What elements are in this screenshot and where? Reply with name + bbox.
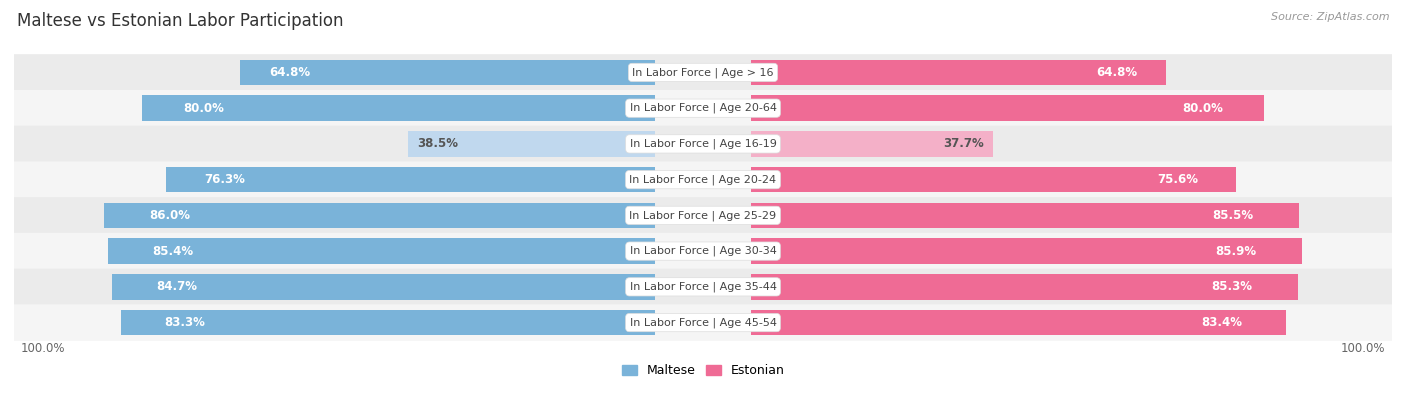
Bar [112,274,655,300]
Text: Maltese vs Estonian Labor Participation: Maltese vs Estonian Labor Participation [17,12,343,30]
Text: 84.7%: 84.7% [156,280,198,293]
Bar [751,238,1302,264]
Bar [751,274,1298,300]
Text: In Labor Force | Age 16-19: In Labor Force | Age 16-19 [630,139,776,149]
Text: In Labor Force | Age 35-44: In Labor Force | Age 35-44 [630,282,776,292]
Bar [142,95,655,121]
Bar [751,131,993,157]
FancyBboxPatch shape [14,197,1392,233]
Bar [751,310,1285,335]
Text: 80.0%: 80.0% [183,102,224,115]
Text: 37.7%: 37.7% [943,137,984,150]
FancyBboxPatch shape [14,54,1392,90]
Text: 83.3%: 83.3% [165,316,205,329]
Text: 75.6%: 75.6% [1157,173,1198,186]
Text: In Labor Force | Age 30-34: In Labor Force | Age 30-34 [630,246,776,256]
FancyBboxPatch shape [14,126,1392,162]
Bar [239,60,655,85]
Text: 64.8%: 64.8% [1097,66,1137,79]
Text: In Labor Force | Age 45-54: In Labor Force | Age 45-54 [630,317,776,328]
Text: 80.0%: 80.0% [1182,102,1223,115]
Bar [408,131,655,157]
FancyBboxPatch shape [14,90,1392,126]
Bar [751,203,1299,228]
Text: 64.8%: 64.8% [269,66,309,79]
Text: 85.3%: 85.3% [1212,280,1253,293]
Bar [166,167,655,192]
Text: In Labor Force | Age 20-64: In Labor Force | Age 20-64 [630,103,776,113]
Text: In Labor Force | Age > 16: In Labor Force | Age > 16 [633,67,773,78]
Legend: Maltese, Estonian: Maltese, Estonian [621,364,785,377]
Text: 100.0%: 100.0% [21,342,66,355]
FancyBboxPatch shape [14,269,1392,305]
Bar [104,203,655,228]
FancyBboxPatch shape [14,162,1392,198]
FancyBboxPatch shape [14,233,1392,269]
Text: 85.5%: 85.5% [1213,209,1254,222]
Text: In Labor Force | Age 25-29: In Labor Force | Age 25-29 [630,210,776,221]
Text: 38.5%: 38.5% [418,137,458,150]
Text: 85.9%: 85.9% [1215,245,1256,258]
Text: 76.3%: 76.3% [204,173,245,186]
Text: 100.0%: 100.0% [1340,342,1385,355]
Bar [751,60,1167,85]
Text: 85.4%: 85.4% [153,245,194,258]
Text: 83.4%: 83.4% [1201,316,1241,329]
FancyBboxPatch shape [14,305,1392,341]
Text: 86.0%: 86.0% [149,209,190,222]
Bar [751,167,1236,192]
Text: In Labor Force | Age 20-24: In Labor Force | Age 20-24 [630,174,776,185]
Bar [751,95,1264,121]
Text: Source: ZipAtlas.com: Source: ZipAtlas.com [1271,12,1389,22]
Bar [121,310,655,335]
Bar [108,238,655,264]
